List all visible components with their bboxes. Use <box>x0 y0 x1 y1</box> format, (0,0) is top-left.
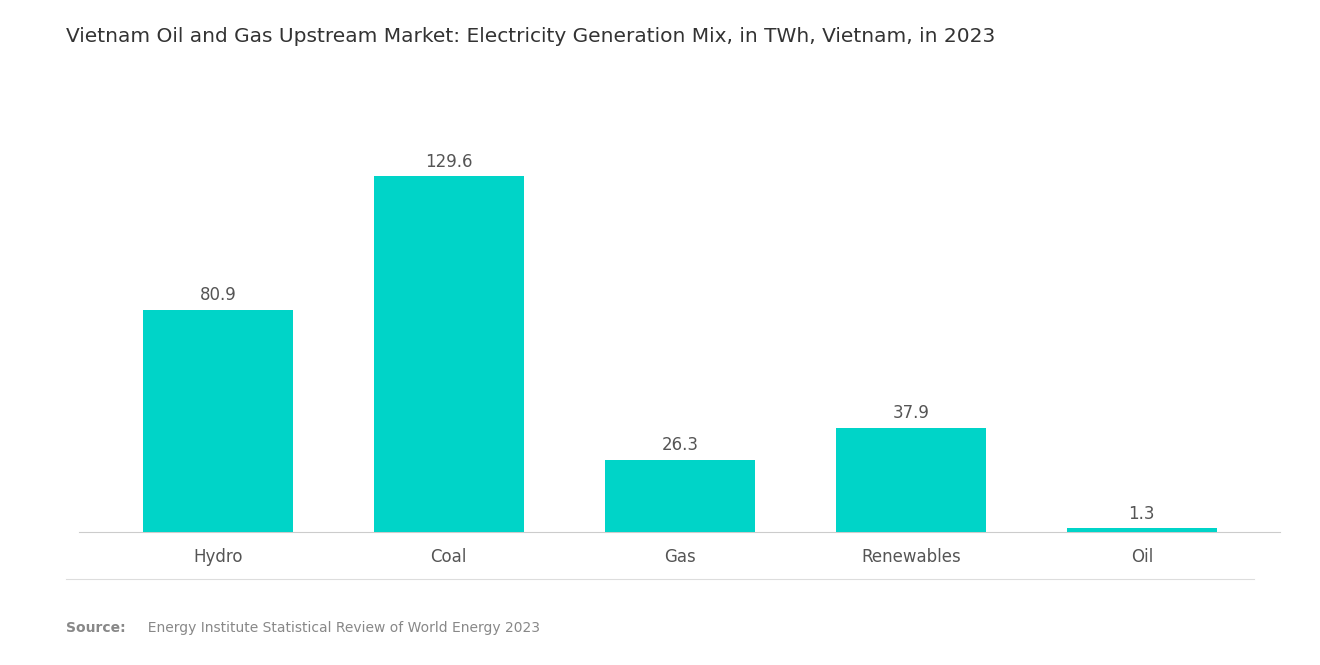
Text: Vietnam Oil and Gas Upstream Market: Electricity Generation Mix, in TWh, Vietnam: Vietnam Oil and Gas Upstream Market: Ele… <box>66 27 995 46</box>
Text: 37.9: 37.9 <box>892 404 929 422</box>
Text: Source:: Source: <box>66 621 125 635</box>
Text: 1.3: 1.3 <box>1129 505 1155 523</box>
Bar <box>1067 529 1217 532</box>
Text: 129.6: 129.6 <box>425 153 473 171</box>
Bar <box>836 428 986 532</box>
Bar <box>143 310 293 532</box>
Bar <box>374 176 524 532</box>
Text: 26.3: 26.3 <box>661 436 698 454</box>
Bar <box>605 460 755 532</box>
Text: Energy Institute Statistical Review of World Energy 2023: Energy Institute Statistical Review of W… <box>139 621 540 635</box>
Text: 80.9: 80.9 <box>199 287 236 305</box>
